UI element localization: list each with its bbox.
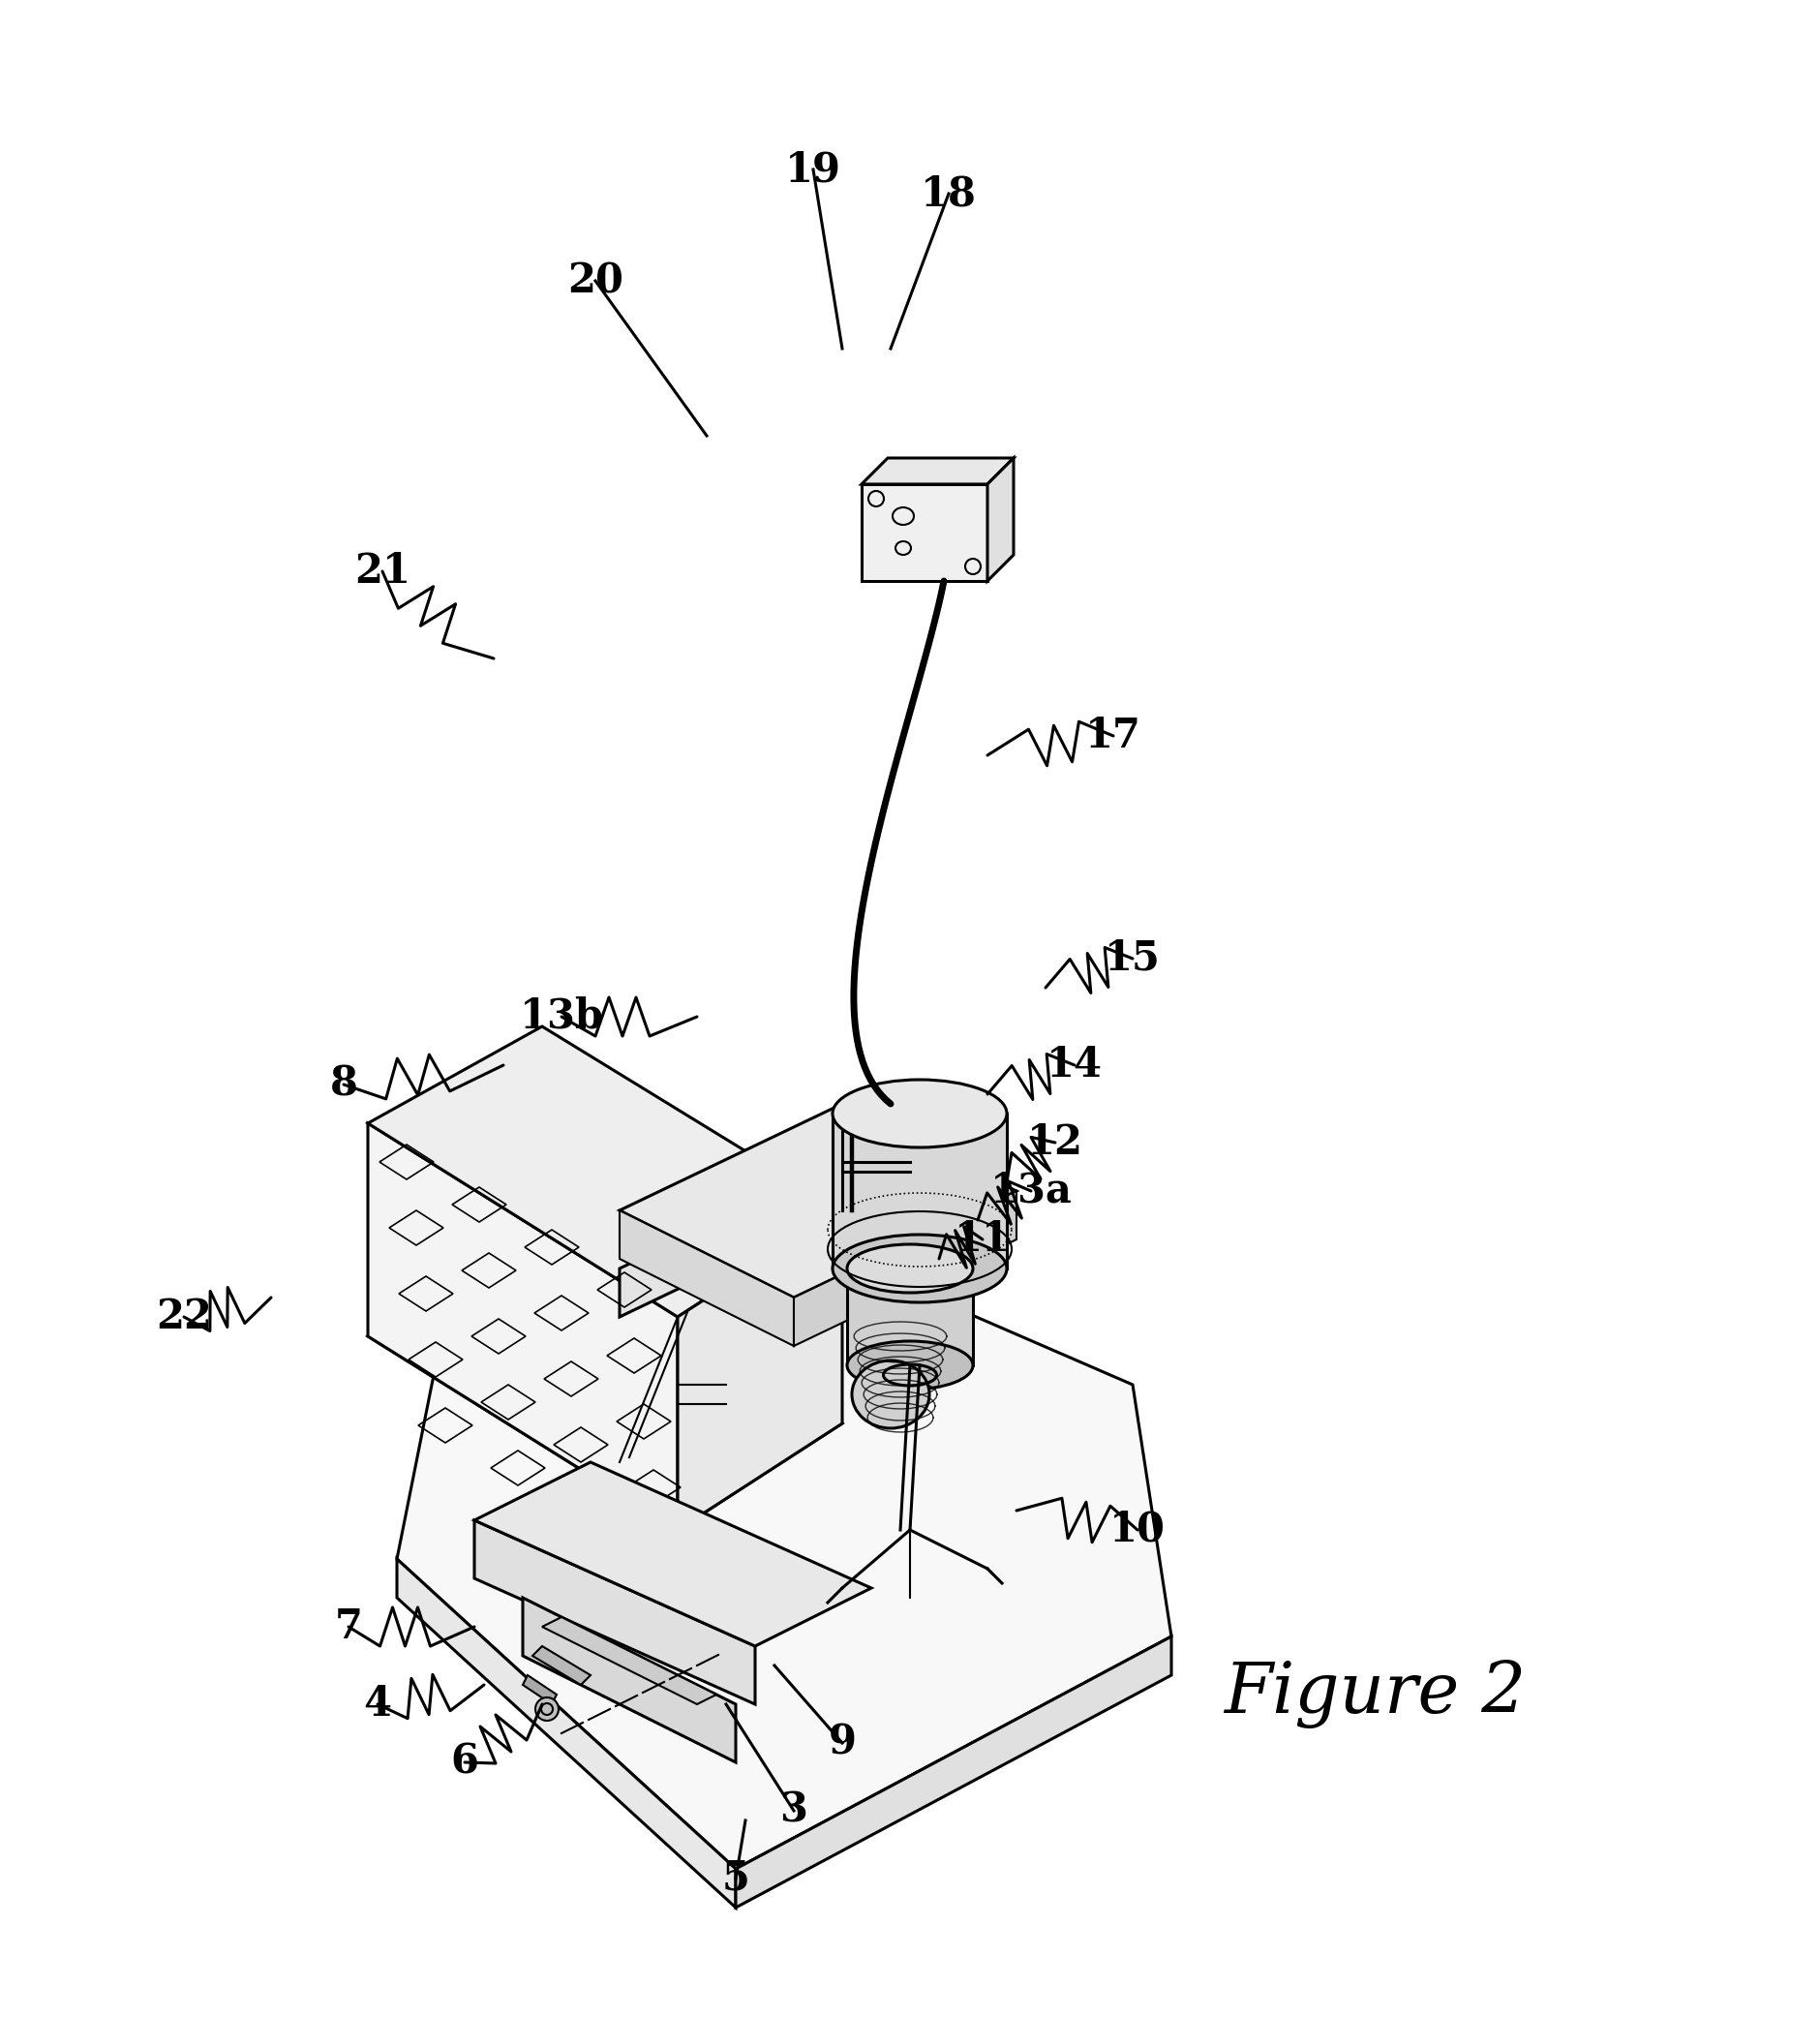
Text: 12: 12	[1026, 1121, 1083, 1164]
Polygon shape	[832, 1113, 1006, 1269]
Polygon shape	[368, 1027, 843, 1317]
Ellipse shape	[832, 1234, 1006, 1303]
Polygon shape	[861, 484, 986, 581]
Polygon shape	[619, 1210, 794, 1345]
Ellipse shape	[846, 1341, 972, 1390]
Text: 19: 19	[784, 149, 841, 190]
Text: 11: 11	[954, 1218, 1010, 1261]
Polygon shape	[794, 1190, 1016, 1345]
Polygon shape	[619, 1103, 1016, 1297]
Text: 3: 3	[779, 1791, 808, 1831]
Polygon shape	[846, 1269, 972, 1366]
Ellipse shape	[832, 1079, 1006, 1148]
Text: 10: 10	[1108, 1509, 1165, 1551]
Text: 8: 8	[329, 1065, 357, 1105]
Text: 13b: 13b	[519, 996, 602, 1037]
Polygon shape	[473, 1462, 870, 1646]
Text: 15: 15	[1105, 938, 1159, 978]
Polygon shape	[397, 1259, 1170, 1870]
Text: 22: 22	[157, 1297, 211, 1337]
Text: 6: 6	[450, 1743, 479, 1783]
Text: 4: 4	[364, 1684, 391, 1725]
Text: 17: 17	[1085, 716, 1141, 756]
Text: 9: 9	[828, 1723, 855, 1763]
Text: 18: 18	[921, 173, 976, 214]
Circle shape	[535, 1698, 559, 1721]
Text: 7: 7	[335, 1606, 362, 1648]
Polygon shape	[542, 1618, 715, 1704]
Polygon shape	[735, 1636, 1170, 1908]
Polygon shape	[368, 1230, 843, 1531]
Polygon shape	[861, 458, 1014, 484]
Polygon shape	[522, 1676, 557, 1704]
Polygon shape	[619, 1162, 843, 1317]
Ellipse shape	[852, 1361, 928, 1428]
Polygon shape	[677, 1210, 843, 1531]
Polygon shape	[397, 1559, 735, 1908]
Polygon shape	[522, 1597, 735, 1763]
Text: 21: 21	[355, 551, 410, 591]
Polygon shape	[368, 1123, 677, 1531]
Polygon shape	[986, 458, 1014, 581]
Text: 13a: 13a	[990, 1170, 1072, 1212]
Text: Figure 2: Figure 2	[1223, 1660, 1525, 1729]
Polygon shape	[473, 1521, 755, 1704]
Polygon shape	[531, 1646, 590, 1684]
Text: 14: 14	[1046, 1045, 1103, 1085]
Ellipse shape	[846, 1244, 972, 1293]
Text: 5: 5	[721, 1858, 750, 1898]
Text: 20: 20	[568, 260, 622, 301]
